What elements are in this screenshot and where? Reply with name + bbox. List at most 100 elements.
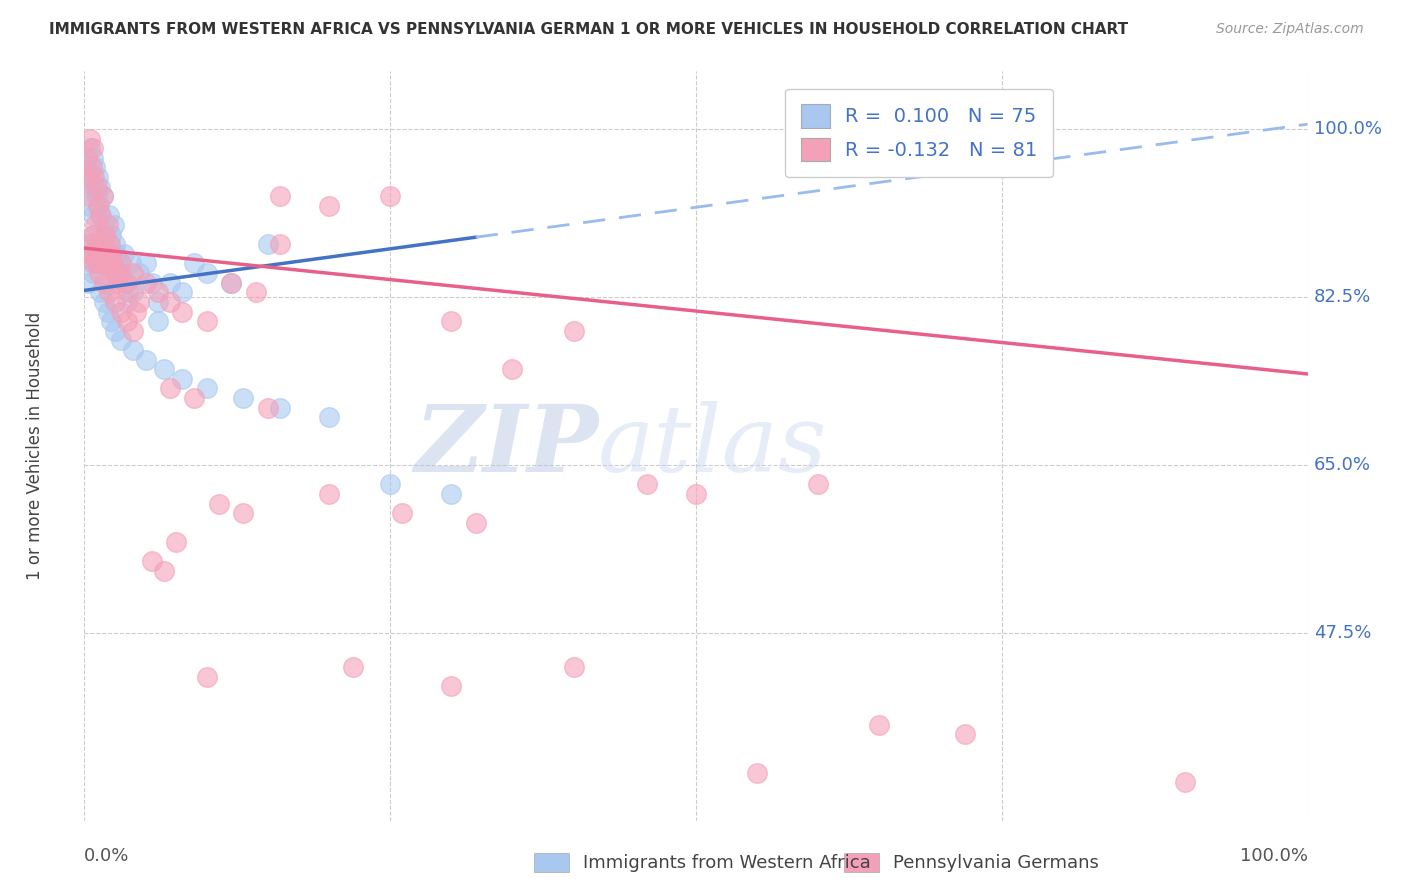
Point <box>87 199 110 213</box>
Point <box>269 237 291 252</box>
Point <box>77 169 100 184</box>
Text: 47.5%: 47.5% <box>1313 624 1371 642</box>
Point <box>172 285 194 300</box>
Point <box>94 227 117 242</box>
Point <box>98 237 121 252</box>
Point <box>90 247 112 261</box>
Point <box>208 497 231 511</box>
Text: Pennsylvania Germans: Pennsylvania Germans <box>893 854 1098 871</box>
Point <box>172 372 194 386</box>
Point <box>84 218 107 232</box>
Point <box>93 218 115 232</box>
Point <box>153 362 176 376</box>
Point <box>1174 775 1197 789</box>
Point <box>120 256 142 270</box>
Point <box>114 276 136 290</box>
Text: 65.0%: 65.0% <box>1313 456 1371 475</box>
Point <box>93 256 115 270</box>
Point <box>77 247 100 261</box>
Point <box>115 314 138 328</box>
Point <box>128 266 150 280</box>
Point <box>107 256 129 270</box>
Point <box>101 256 124 270</box>
Point <box>232 506 254 520</box>
Text: 82.5%: 82.5% <box>1313 288 1371 306</box>
Point <box>502 362 524 376</box>
Point <box>380 189 402 203</box>
Point <box>91 256 114 270</box>
Point <box>195 266 218 280</box>
Point <box>100 227 122 242</box>
Point <box>94 227 117 242</box>
Point <box>685 487 707 501</box>
Point <box>146 294 169 309</box>
Point <box>195 314 218 328</box>
Point <box>318 199 340 213</box>
Point <box>97 209 120 223</box>
Point <box>117 285 139 300</box>
Point <box>86 179 108 194</box>
Point <box>96 247 118 261</box>
Point <box>82 266 104 280</box>
Point <box>89 209 111 223</box>
Point <box>84 161 107 175</box>
Point <box>125 304 148 318</box>
Point <box>79 237 101 252</box>
Point <box>391 506 413 520</box>
Point <box>82 209 104 223</box>
Point <box>183 256 205 270</box>
Point <box>79 237 101 252</box>
Point <box>82 141 104 155</box>
Point <box>77 179 100 194</box>
Point <box>122 266 145 280</box>
Point <box>159 381 181 395</box>
Point <box>80 256 103 270</box>
Point <box>97 276 120 290</box>
Point <box>747 765 769 780</box>
Point <box>97 304 120 318</box>
Point <box>83 179 105 194</box>
Point <box>93 276 115 290</box>
Point <box>141 554 163 568</box>
Point <box>135 276 157 290</box>
Point <box>342 660 364 674</box>
Text: 100.0%: 100.0% <box>1313 120 1382 138</box>
Point <box>440 314 463 328</box>
Point <box>93 294 115 309</box>
Point <box>104 324 127 338</box>
Point <box>464 516 486 530</box>
Point <box>89 285 111 300</box>
Point <box>98 237 121 252</box>
Point <box>87 237 110 252</box>
Point <box>87 256 110 270</box>
Point <box>159 294 181 309</box>
Point <box>115 276 138 290</box>
Point <box>269 401 291 415</box>
Point <box>90 256 112 270</box>
Point <box>83 256 105 270</box>
Text: 1 or more Vehicles in Household: 1 or more Vehicles in Household <box>27 312 45 580</box>
Point <box>110 304 132 318</box>
Text: Immigrants from Western Africa: Immigrants from Western Africa <box>583 854 872 871</box>
Point <box>100 314 122 328</box>
Point <box>195 381 218 395</box>
Point <box>183 391 205 405</box>
Point <box>135 352 157 367</box>
Point <box>232 391 254 405</box>
Point <box>97 256 120 270</box>
Text: Source: ZipAtlas.com: Source: ZipAtlas.com <box>1216 22 1364 37</box>
Point <box>153 564 176 578</box>
Point <box>80 161 103 175</box>
Legend: R =  0.100   N = 75, R = -0.132   N = 81: R = 0.100 N = 75, R = -0.132 N = 81 <box>785 88 1053 177</box>
Point <box>96 237 118 252</box>
Point <box>93 237 115 252</box>
Point <box>219 276 242 290</box>
Point <box>82 151 104 165</box>
Point <box>79 131 101 145</box>
Point <box>87 247 110 261</box>
Point <box>80 247 103 261</box>
Point <box>86 189 108 203</box>
Text: 100.0%: 100.0% <box>1240 847 1308 865</box>
Point <box>89 237 111 252</box>
Text: 0.0%: 0.0% <box>84 847 129 865</box>
